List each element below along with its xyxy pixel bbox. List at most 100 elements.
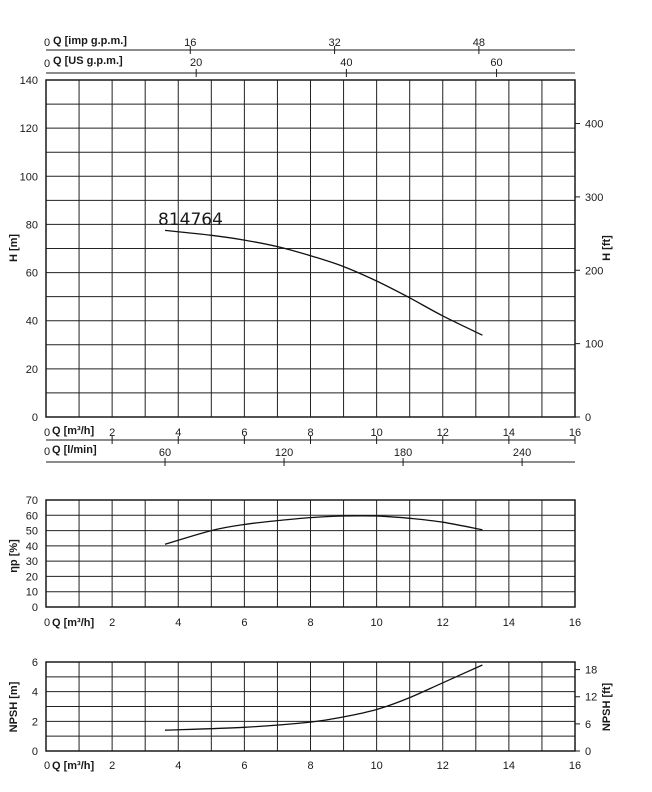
efficiency-y-tick-label: 70	[26, 495, 38, 507]
lmin-tick-label: 180	[394, 447, 412, 459]
m3h-tick-label: 2	[109, 427, 115, 439]
imp-gpm-axis-label: Q [imp g.p.m.]	[53, 35, 127, 47]
head-ft-ticks: 0 100 200 300 400	[575, 119, 603, 424]
npsh-y-axis-label: NPSH [m]	[8, 681, 20, 732]
npsh-y-tick-label: 6	[32, 657, 38, 669]
efficiency-y-tick-label: 60	[26, 510, 38, 522]
m3h-zero: 0	[44, 427, 50, 439]
efficiency-grid	[46, 500, 575, 607]
head-y-tick-label: 40	[26, 316, 38, 328]
npsh-curve-layer	[164, 664, 483, 731]
efficiency-x-tick-label: 6	[241, 617, 247, 629]
us-gpm-tick-label: 20	[190, 57, 202, 69]
head-y-axis-label: H [m]	[8, 234, 20, 262]
head-y-tick-label: 20	[26, 364, 38, 376]
efficiency-x-tick-label: 10	[371, 617, 383, 629]
head-y-ticks: 0 20 40 60 80 100 120 140	[20, 75, 38, 424]
m3h-tick-label: 14	[503, 427, 515, 439]
npsh-x-tick-label: 8	[307, 760, 313, 772]
efficiency-y-tick-label: 50	[26, 526, 38, 538]
npsh-ft-tick-label: 12	[585, 692, 597, 704]
us-gpm-tick-label: 60	[490, 57, 502, 69]
imp-gpm-tick-label: 16	[184, 37, 196, 49]
m3h-tick-label: 12	[437, 427, 449, 439]
imp-gpm-zero: 0	[44, 37, 50, 49]
efficiency-y-tick-label: 40	[26, 541, 38, 553]
npsh-x-tick-label: 16	[569, 760, 581, 772]
efficiency-x-ticks: 2 4 6 8 10 12 14 16	[109, 617, 581, 629]
lmin-zero: 0	[44, 446, 50, 458]
efficiency-y-axis-label: ηp [%]	[8, 539, 20, 573]
m3h-tick-label: 8	[307, 427, 313, 439]
top-scale-ticks: 16 32 48 20 40 60	[184, 37, 503, 77]
head-ft-tick-label: 0	[585, 412, 591, 424]
efficiency-curve	[164, 515, 483, 545]
head-ft-tick-label: 400	[585, 119, 603, 131]
head-curve	[164, 229, 483, 336]
npsh-x-zero: 0	[44, 760, 50, 772]
lmin-tick-label: 60	[159, 447, 171, 459]
efficiency-x-tick-label: 14	[503, 617, 515, 629]
efficiency-x-axis-label: Q [m³/h]	[52, 617, 94, 629]
efficiency-plot-frame	[45, 499, 576, 608]
npsh-grid	[46, 662, 575, 751]
head-grid	[46, 80, 575, 417]
efficiency-x-zero: 0	[44, 617, 50, 629]
npsh-y-tick-label: 4	[32, 687, 38, 699]
efficiency-y-tick-label: 30	[26, 556, 38, 568]
efficiency-y-ticks: 0 10 20 30 40 50 60 70	[26, 495, 38, 614]
npsh-ft-tick-label: 0	[585, 746, 591, 758]
npsh-curve	[164, 664, 483, 731]
head-ft-tick-label: 200	[585, 265, 603, 277]
npsh-plot-frame	[45, 661, 576, 752]
bottom-scale-ticks: 2 4 6 8 10 12 14 16 60 120 180 240	[109, 427, 581, 466]
lmin-tick-label: 120	[275, 447, 293, 459]
head-ft-tick-label: 100	[585, 339, 603, 351]
m3h-tick-label: 6	[241, 427, 247, 439]
efficiency-x-tick-label: 4	[175, 617, 181, 629]
head-ft-axis-label: H [ft]	[601, 235, 613, 261]
efficiency-x-tick-label: 2	[109, 617, 115, 629]
npsh-x-tick-label: 2	[109, 760, 115, 772]
m3h-tick-label: 4	[175, 427, 181, 439]
npsh-y-ticks: 0 2 4 6	[32, 657, 38, 758]
npsh-ft-tick-label: 18	[585, 665, 597, 677]
head-y-tick-label: 120	[20, 123, 38, 135]
head-y-tick-label: 0	[32, 412, 38, 424]
npsh-x-tick-label: 6	[241, 760, 247, 772]
efficiency-x-tick-label: 16	[569, 617, 581, 629]
imp-gpm-tick-label: 48	[473, 37, 485, 49]
efficiency-x-tick-label: 8	[307, 617, 313, 629]
efficiency-x-tick-label: 12	[437, 617, 449, 629]
m3h-axis-label: Q [m³/h]	[52, 425, 94, 437]
efficiency-y-tick-label: 10	[26, 587, 38, 599]
efficiency-y-tick-label: 0	[32, 602, 38, 614]
lmin-tick-label: 240	[513, 447, 531, 459]
head-ft-tick-label: 300	[585, 192, 603, 204]
head-plot-frame	[45, 79, 576, 418]
head-y-tick-label: 100	[20, 171, 38, 183]
lmin-axis-label: Q [l/min]	[52, 444, 97, 456]
npsh-ft-axis-label: NPSH [ft]	[601, 683, 613, 732]
npsh-ft-tick-label: 6	[585, 719, 591, 731]
us-gpm-tick-label: 40	[340, 57, 352, 69]
npsh-x-tick-label: 10	[371, 760, 383, 772]
us-gpm-axis-label: Q [US g.p.m.]	[53, 55, 123, 67]
head-curve-layer	[164, 229, 483, 336]
head-y-tick-label: 60	[26, 268, 38, 280]
efficiency-curve-layer	[164, 515, 483, 545]
pump-model-label: 814764	[158, 210, 223, 230]
npsh-x-tick-label: 12	[437, 760, 449, 772]
m3h-tick-label: 16	[569, 427, 581, 439]
npsh-x-ticks: 2 4 6 8 10 12 14 16	[109, 760, 581, 772]
us-gpm-zero: 0	[44, 58, 50, 70]
head-y-tick-label: 140	[20, 75, 38, 87]
npsh-y-tick-label: 2	[32, 716, 38, 728]
npsh-y-tick-label: 0	[32, 746, 38, 758]
npsh-ft-ticks: 0 6 12 18	[575, 665, 597, 758]
npsh-x-tick-label: 14	[503, 760, 515, 772]
